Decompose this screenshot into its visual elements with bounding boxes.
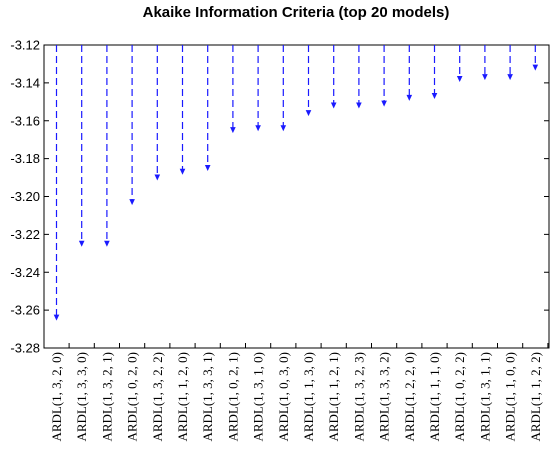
y-axis: -3.12 -3.14 -3.16 -3.18 -3.20 -3.22 -3.24 -3.26… xyxy=(10,38,549,356)
stem-mark xyxy=(104,45,110,247)
y-tick-label: -3.22 xyxy=(10,227,40,242)
stem-mark xyxy=(532,45,539,71)
y-tick-label: -3.20 xyxy=(10,189,40,204)
y-tick-label: -3.26 xyxy=(10,303,40,318)
category-label: ARDL(1, 0, 2, 1) xyxy=(225,352,240,442)
category-label: ARDL(1, 3, 3, 2) xyxy=(377,352,392,442)
stem-arrowhead xyxy=(230,127,236,134)
category-label: ARDL(1, 0, 3, 0) xyxy=(276,352,291,442)
stem-mark xyxy=(255,45,261,132)
y-tick-label: -3.12 xyxy=(10,38,40,53)
category-label: ARDL(1, 3, 2, 2) xyxy=(150,352,165,442)
chart-title: Akaike Information Criteria (top 20 mode… xyxy=(143,4,450,21)
category-label: ARDL(1, 3, 3, 1) xyxy=(200,352,215,442)
stem-arrowhead xyxy=(456,75,463,82)
category-label: ARDL(1, 3, 1, 1) xyxy=(477,352,492,442)
category-label: ARDL(1, 3, 2, 1) xyxy=(99,352,114,442)
stem-arrowhead xyxy=(104,240,110,247)
category-label: ARDL(1, 0, 2, 0) xyxy=(125,352,140,442)
category-label: ARDL(1, 3, 2, 0) xyxy=(49,352,64,442)
stem-arrowhead xyxy=(179,168,186,175)
stem-mark xyxy=(154,45,161,181)
stems xyxy=(53,45,539,321)
stem-mark xyxy=(431,45,438,100)
stem-mark xyxy=(456,45,463,82)
stem-arrowhead xyxy=(154,174,161,181)
category-label: ARDL(1, 0, 2, 2) xyxy=(452,352,467,442)
stem-mark xyxy=(482,45,488,81)
stem-arrowhead xyxy=(78,240,85,247)
category-label: ARDL(1, 2, 2, 0) xyxy=(402,352,417,442)
stem-arrowhead xyxy=(356,102,362,109)
stem-arrowhead xyxy=(532,64,539,71)
category-label: ARDL(1, 3, 1, 0) xyxy=(251,352,266,442)
stem-arrowhead xyxy=(204,164,211,171)
stem-mark xyxy=(78,45,85,247)
category-label: ARDL(1, 1, 0, 0) xyxy=(503,352,518,442)
category-label: ARDL(1, 1, 2, 1) xyxy=(326,352,341,442)
category-label: ARDL(1, 1, 2, 0) xyxy=(175,352,190,442)
stem-arrowhead xyxy=(255,125,261,132)
y-tick-label: -3.14 xyxy=(10,75,40,90)
y-tick-label: -3.16 xyxy=(10,113,40,128)
category-label: ARDL(1, 1, 3, 0) xyxy=(301,352,316,442)
stem-mark xyxy=(406,45,413,101)
stem-arrowhead xyxy=(129,199,135,206)
stem-mark xyxy=(204,45,211,171)
stem-mark xyxy=(356,45,362,109)
stem-arrowhead xyxy=(507,74,513,81)
stem-mark xyxy=(230,45,236,134)
stem-arrowhead xyxy=(381,100,387,107)
stem-arrowhead xyxy=(482,74,488,81)
category-label: ARDL(1, 1, 1, 0) xyxy=(427,352,442,442)
stem-arrowhead xyxy=(431,93,438,100)
stem-mark xyxy=(507,45,513,81)
y-tick-label: -3.24 xyxy=(10,265,40,280)
stem-mark xyxy=(330,45,337,109)
category-label: ARDL(1, 3, 3, 0) xyxy=(74,352,89,442)
stem-mark xyxy=(129,45,135,206)
y-tick-label: -3.18 xyxy=(10,151,40,166)
stem-arrowhead xyxy=(280,125,287,132)
category-label: ARDL(1, 1, 2, 2) xyxy=(528,352,543,442)
stem-arrowhead xyxy=(406,94,413,101)
x-axis: ARDL(1, 3, 2, 0) ARDL(1, 3, 3, 0) ARDL(1, … xyxy=(49,343,549,442)
stem-arrowhead xyxy=(305,110,312,117)
y-tick-label: -3.28 xyxy=(10,341,40,356)
stem-mark xyxy=(305,45,312,117)
stem-arrowhead xyxy=(330,102,337,109)
stem-mark xyxy=(179,45,186,175)
category-label: ARDL(1, 3, 2, 3) xyxy=(351,352,366,442)
plot-frame xyxy=(43,44,550,349)
stem-mark xyxy=(280,45,287,132)
stem-mark xyxy=(53,45,60,321)
stem-mark xyxy=(381,45,387,107)
stem-arrowhead xyxy=(53,314,60,321)
